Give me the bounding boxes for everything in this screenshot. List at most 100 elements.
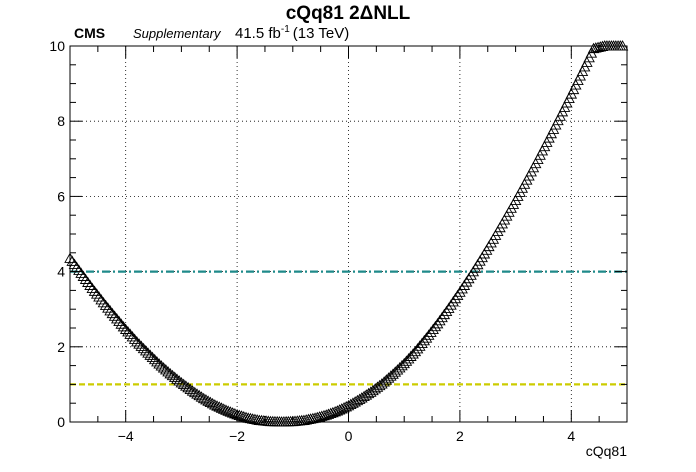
x-axis-label: cQq81 bbox=[586, 443, 627, 459]
data-point-interp bbox=[151, 355, 163, 367]
y-tick-label: 4 bbox=[57, 264, 65, 280]
data-point bbox=[86, 282, 99, 293]
y-tick-label: 8 bbox=[57, 113, 65, 129]
data-point-interp bbox=[552, 114, 564, 126]
data-point-interp bbox=[95, 294, 107, 305]
data-point-interp bbox=[102, 302, 114, 313]
data-point-interp bbox=[418, 334, 431, 346]
data-point bbox=[175, 376, 188, 388]
data-point bbox=[409, 345, 422, 357]
data-point-interp bbox=[146, 351, 159, 363]
data-point-interp bbox=[111, 313, 123, 324]
data-point-interp bbox=[585, 47, 598, 58]
data-point-interp bbox=[79, 273, 92, 284]
data-point-interp bbox=[168, 371, 181, 382]
data-point-interp bbox=[106, 307, 119, 319]
x-tick-label: 4 bbox=[567, 428, 575, 444]
data-point-interp bbox=[411, 343, 424, 354]
data-point bbox=[420, 332, 433, 343]
data-point-interp bbox=[574, 70, 586, 81]
x-tick-label: −2 bbox=[229, 428, 245, 444]
chart-title: cQq81 2ΔNLL bbox=[286, 3, 411, 24]
data-point-interp bbox=[380, 374, 393, 385]
data-point-interp bbox=[88, 285, 101, 296]
data-point-interp bbox=[429, 320, 442, 332]
x-tick-label: 0 bbox=[345, 428, 353, 444]
data-point-interp bbox=[369, 383, 382, 394]
data-point-interp bbox=[590, 42, 602, 53]
data-point-interp bbox=[126, 331, 139, 342]
data-point-interp bbox=[313, 411, 326, 422]
data-point-interp bbox=[195, 391, 208, 402]
data-point-interp bbox=[191, 388, 203, 399]
data-point-interp bbox=[474, 255, 486, 266]
lumi-value: 41.5 fb bbox=[235, 25, 281, 42]
data-point-interp bbox=[371, 381, 384, 392]
status-label: Supplementary bbox=[133, 26, 222, 41]
data-point-interp bbox=[135, 340, 148, 351]
data-point-interp bbox=[82, 276, 94, 287]
data-point-interp bbox=[438, 308, 451, 320]
data-point-interp bbox=[73, 264, 85, 275]
data-point bbox=[186, 385, 199, 396]
data-point-interp bbox=[336, 403, 348, 414]
data-point-interp bbox=[451, 289, 464, 300]
data-point-interp bbox=[496, 217, 508, 229]
data-point-interp bbox=[238, 410, 250, 422]
data-point-interp bbox=[315, 410, 328, 421]
data-point-interp bbox=[90, 288, 103, 299]
data-point-interp bbox=[422, 329, 435, 340]
reference-lines bbox=[70, 270, 627, 386]
data-point-interp bbox=[378, 376, 390, 387]
data-point-interp bbox=[93, 291, 105, 302]
data-point-interp bbox=[367, 384, 379, 396]
data-point bbox=[97, 296, 110, 308]
y-tick-label: 10 bbox=[49, 38, 65, 54]
data-point-interp bbox=[155, 360, 168, 371]
data-point-interp bbox=[204, 396, 217, 407]
data-point-interp bbox=[393, 362, 406, 373]
data-point-interp bbox=[137, 342, 150, 354]
data-point-interp bbox=[425, 326, 437, 337]
data-point-interp bbox=[427, 323, 439, 335]
data-point-interp bbox=[347, 397, 359, 408]
data-point bbox=[131, 335, 143, 347]
data-point-interp bbox=[215, 402, 228, 413]
data-point-interp bbox=[200, 394, 212, 405]
data-point-interp bbox=[77, 270, 90, 281]
data-point-interp bbox=[307, 412, 319, 424]
data-point-interp bbox=[434, 314, 446, 326]
energy-label: (13 TeV) bbox=[293, 25, 349, 42]
data-point-interp bbox=[382, 372, 395, 383]
data-point-interp bbox=[304, 413, 317, 424]
data-point-interp bbox=[295, 414, 308, 426]
data-point-interp bbox=[436, 311, 448, 323]
data-point bbox=[376, 378, 388, 389]
data-point-interp bbox=[193, 389, 205, 401]
data-points bbox=[64, 40, 629, 427]
data-point-interp bbox=[358, 390, 370, 402]
data-point-interp bbox=[173, 375, 185, 386]
data-point-interp bbox=[99, 299, 112, 310]
data-point-interp bbox=[249, 413, 261, 425]
data-point-interp bbox=[407, 348, 419, 359]
data-point bbox=[119, 323, 132, 334]
data-point-interp bbox=[217, 403, 230, 414]
data-point-interp bbox=[405, 350, 417, 361]
data-point-interp bbox=[182, 381, 194, 393]
data-point bbox=[431, 317, 444, 329]
data-point-interp bbox=[115, 318, 128, 329]
data-point-interp bbox=[124, 328, 136, 339]
data-point-interp bbox=[563, 92, 575, 104]
data-point-interp bbox=[122, 326, 134, 337]
axis-ticks bbox=[69, 45, 628, 423]
data-point-interp bbox=[226, 407, 239, 418]
data-point-interp bbox=[157, 362, 170, 373]
data-point-interp bbox=[171, 373, 183, 384]
data-point-interp bbox=[211, 400, 223, 411]
data-point-interp bbox=[166, 369, 179, 381]
tick-labels: −4 −2 0 2 4 0 2 4 6 8 10 bbox=[49, 38, 575, 444]
data-point-interp bbox=[302, 413, 315, 425]
x-tick-label: 2 bbox=[456, 428, 464, 444]
